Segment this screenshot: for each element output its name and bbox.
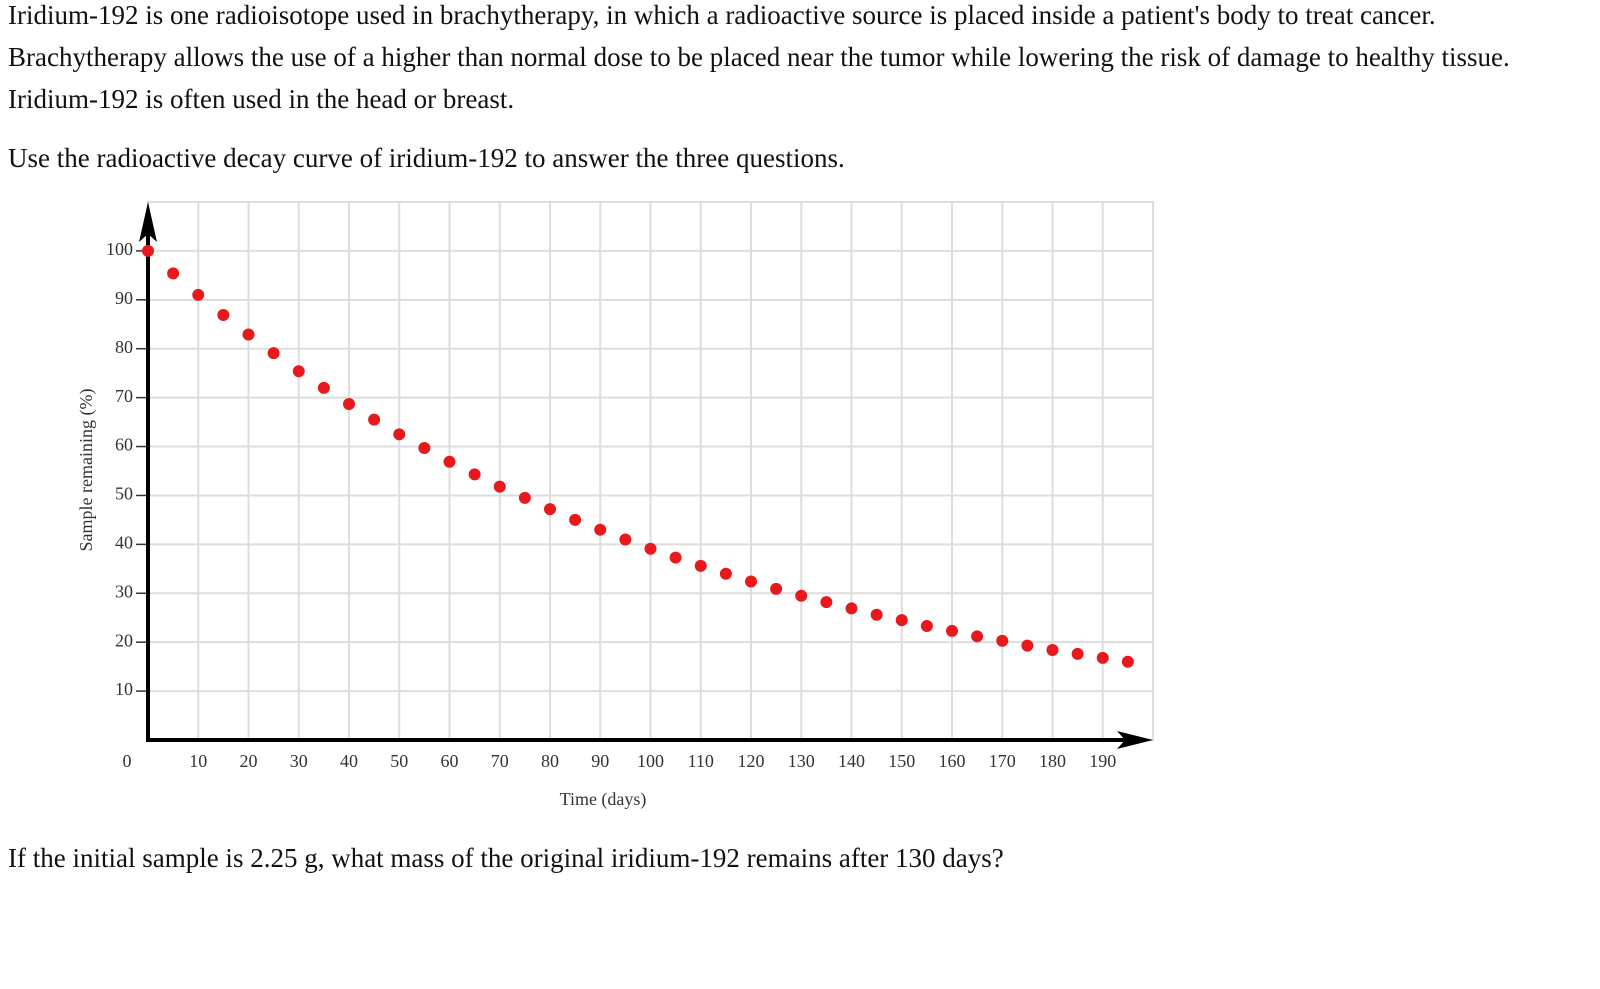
data-point bbox=[594, 523, 607, 536]
data-point bbox=[292, 365, 305, 378]
x-tick-label: 50 bbox=[390, 751, 408, 771]
y-tick-label: 20 bbox=[115, 630, 133, 650]
data-point bbox=[1071, 647, 1084, 660]
x-tick-label: 60 bbox=[441, 751, 459, 771]
x-tick-label: 140 bbox=[838, 751, 865, 771]
y-axis-label: Sample remaining (%) bbox=[76, 389, 97, 552]
y-tick-label: 90 bbox=[115, 288, 133, 308]
data-point bbox=[1121, 655, 1134, 668]
x-tick-label: 110 bbox=[688, 751, 714, 771]
data-point bbox=[192, 288, 205, 301]
data-point bbox=[167, 267, 180, 280]
data-point bbox=[820, 596, 833, 609]
question: If the initial sample is 2.25 g, what ma… bbox=[8, 843, 1004, 873]
data-point bbox=[493, 480, 506, 493]
x-axis-arrow bbox=[1117, 731, 1153, 749]
data-point bbox=[267, 347, 280, 360]
y-tick-label: 50 bbox=[115, 484, 133, 504]
x-tick-label: 80 bbox=[541, 751, 559, 771]
data-point bbox=[770, 582, 783, 595]
data-point bbox=[317, 381, 330, 394]
x-axis-label: Time (days) bbox=[560, 789, 647, 810]
data-point bbox=[343, 397, 355, 410]
x-tick-label: 30 bbox=[290, 751, 308, 771]
y-tick-label: 80 bbox=[115, 337, 133, 357]
data-point bbox=[745, 575, 757, 588]
data-point bbox=[895, 614, 908, 627]
x-tick-label: 160 bbox=[939, 751, 966, 771]
data-point bbox=[644, 542, 657, 555]
data-point bbox=[518, 491, 531, 504]
data-point bbox=[996, 634, 1009, 647]
y-tick-label: 30 bbox=[115, 581, 133, 601]
x-tick-label: 180 bbox=[1039, 751, 1066, 771]
data-point bbox=[443, 455, 456, 468]
data-point bbox=[619, 533, 632, 546]
intro-paragraph: Iridium-192 is one radioisotope used in … bbox=[8, 0, 1510, 114]
x-tick-label: 40 bbox=[340, 751, 358, 771]
y-axis-arrow bbox=[139, 202, 157, 242]
data-point bbox=[795, 589, 808, 602]
data-point bbox=[845, 602, 858, 615]
x-tick-label: 100 bbox=[637, 751, 664, 771]
data-point bbox=[870, 608, 883, 621]
data-point bbox=[418, 442, 431, 455]
data-point bbox=[971, 630, 984, 643]
data-point bbox=[142, 244, 154, 257]
y-tick-label: 10 bbox=[115, 679, 133, 699]
data-point bbox=[242, 328, 255, 341]
x-tick-label: 150 bbox=[888, 751, 915, 771]
data-point bbox=[1096, 651, 1109, 664]
x-tick-label: 170 bbox=[989, 751, 1016, 771]
data-point bbox=[1021, 639, 1034, 652]
data-point bbox=[569, 513, 582, 526]
y-tick-label: 100 bbox=[106, 239, 133, 259]
y-tick-label: 40 bbox=[115, 532, 133, 552]
x-tick-label: 190 bbox=[1089, 751, 1116, 771]
data-point bbox=[393, 428, 406, 441]
data-point bbox=[368, 413, 381, 426]
data-point bbox=[217, 308, 230, 321]
x-tick-label: 0 bbox=[123, 751, 132, 771]
data-point bbox=[920, 620, 933, 633]
instruction: Use the radioactive decay curve of iridi… bbox=[8, 143, 845, 173]
x-tick-label: 10 bbox=[189, 751, 207, 771]
x-tick-label: 130 bbox=[788, 751, 815, 771]
y-tick-label: 60 bbox=[115, 435, 133, 455]
y-tick-label: 70 bbox=[115, 386, 133, 406]
x-tick-label: 20 bbox=[240, 751, 258, 771]
data-point bbox=[468, 468, 481, 481]
x-tick-label: 70 bbox=[491, 751, 509, 771]
data-point bbox=[544, 503, 556, 516]
data-point bbox=[719, 567, 732, 580]
data-point bbox=[1046, 644, 1059, 657]
data-point bbox=[946, 624, 958, 637]
data-point bbox=[669, 551, 682, 564]
data-point bbox=[694, 559, 707, 572]
x-tick-label: 90 bbox=[591, 751, 609, 771]
x-tick-label: 120 bbox=[738, 751, 765, 771]
